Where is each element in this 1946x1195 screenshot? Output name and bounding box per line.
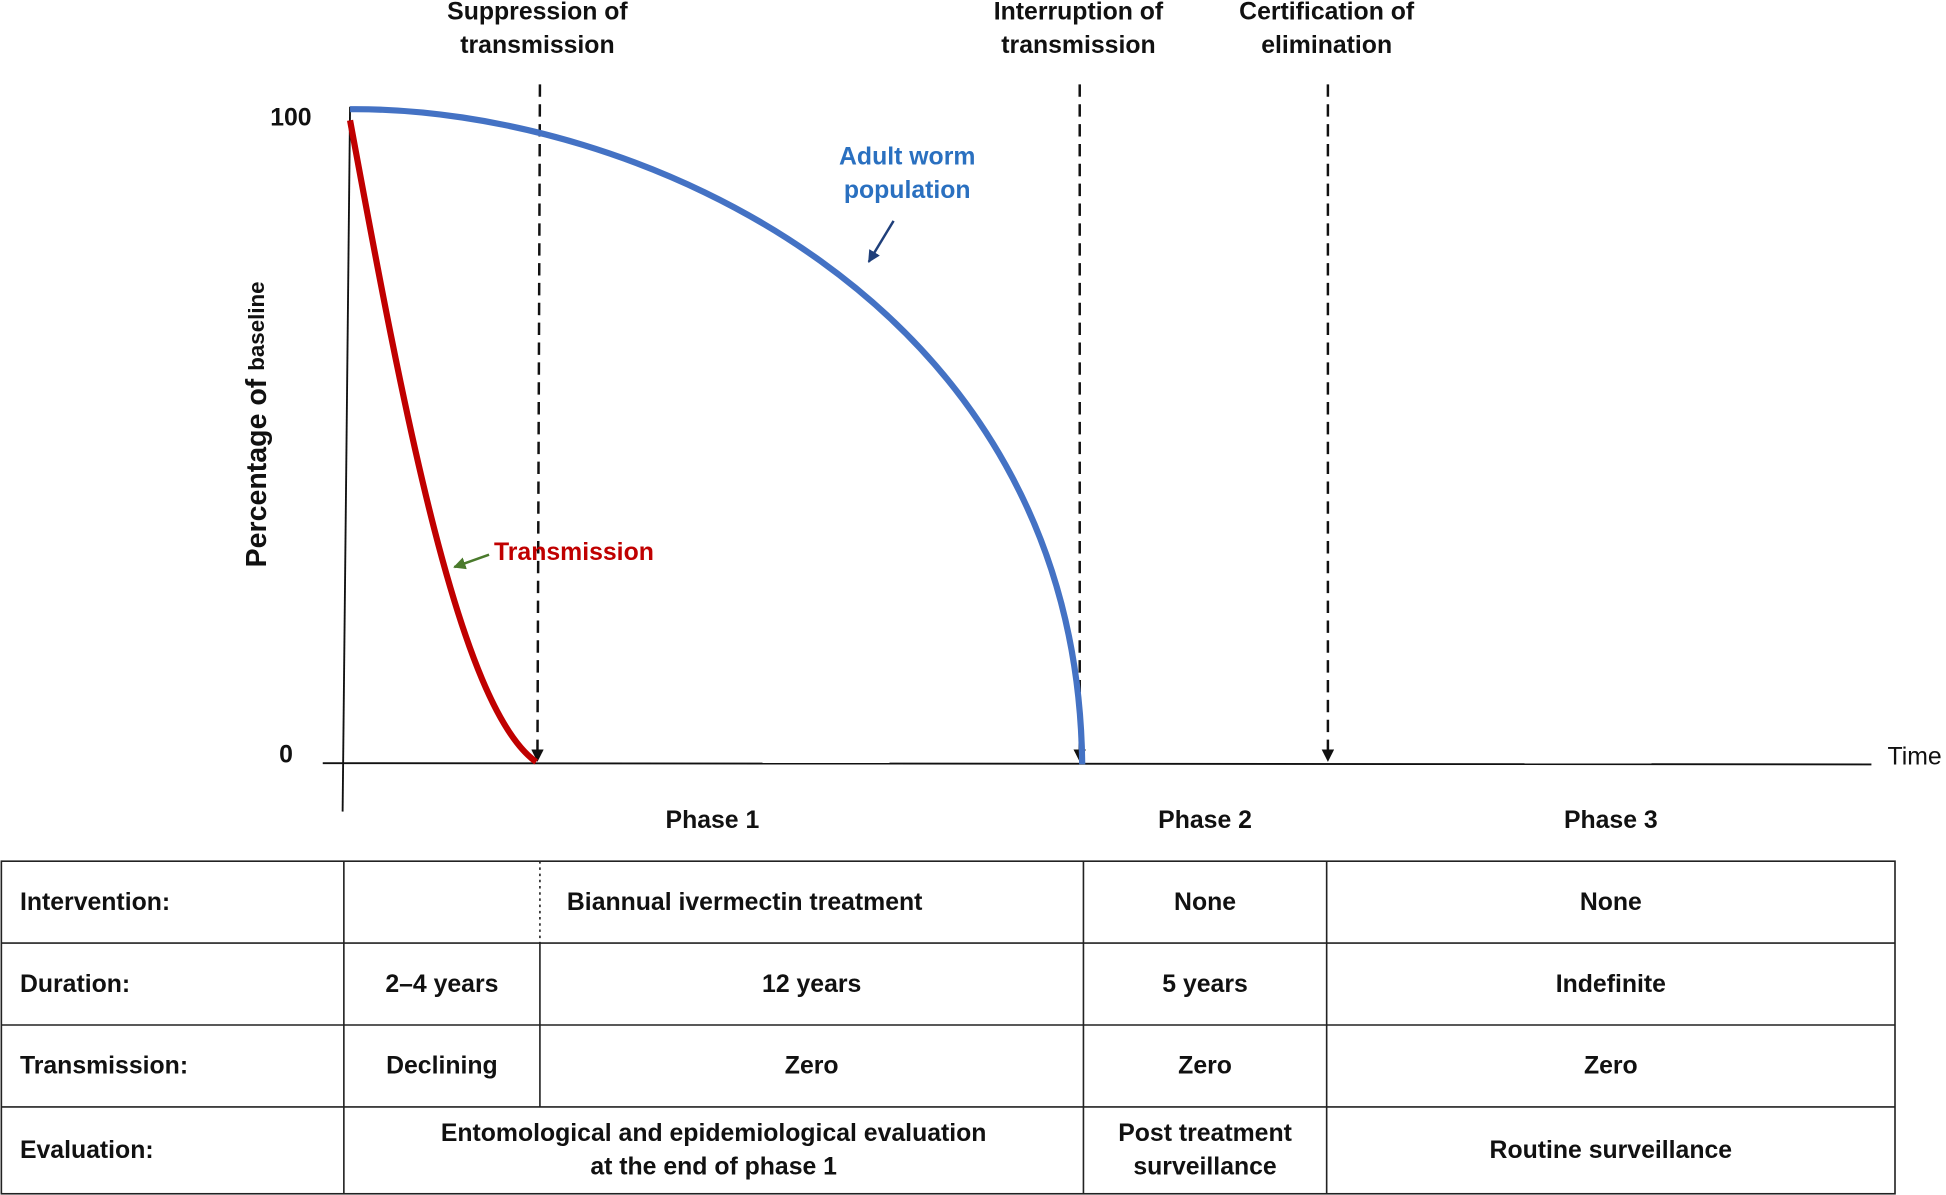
cell: 12 years	[762, 971, 861, 998]
cell-line: at the end of phase 1	[590, 1153, 837, 1180]
row-label: Transmission:	[20, 1053, 188, 1080]
label-line: transmission	[460, 31, 614, 58]
transmission-curve	[347, 119, 538, 765]
milestone-label: Suppression of transmission	[447, 0, 628, 58]
row-label: Duration:	[20, 971, 130, 998]
cell: None	[1580, 889, 1642, 916]
milestone-line	[531, 84, 544, 762]
y-axis-label: Percentage of baseline	[241, 281, 273, 567]
x-axis	[322, 762, 1872, 766]
curve-label: Adult worm population	[839, 143, 975, 204]
adult-worm-curve	[350, 106, 1086, 765]
curve-label: Transmission	[494, 539, 654, 566]
cell: Entomological and epidemiological evalua…	[441, 1120, 987, 1181]
phase-label: Phase 2	[1158, 807, 1252, 834]
cell: Zero	[785, 1053, 839, 1080]
label-line: Suppression of	[447, 0, 628, 25]
milestone-label: Certification of elimination	[1239, 0, 1415, 58]
cell: 2–4 years	[385, 971, 498, 998]
label-line: elimination	[1261, 31, 1392, 58]
row-label: Evaluation:	[20, 1137, 154, 1164]
cell-line: surveillance	[1133, 1153, 1276, 1180]
y-bottom-label: 0	[279, 741, 293, 768]
row-label: Intervention:	[20, 889, 170, 916]
cell-line: Entomological and epidemiological evalua…	[441, 1120, 987, 1147]
cell: Biannual ivermectin treatment	[567, 889, 923, 916]
cell-line: Post treatment	[1118, 1120, 1292, 1147]
label-line: Adult worm	[839, 143, 975, 170]
table-border	[0, 860, 1896, 1195]
y-axis	[341, 106, 351, 812]
label-line: population	[844, 177, 971, 204]
label-line: Interruption of	[994, 0, 1164, 25]
label-part: baseline	[244, 281, 269, 370]
label-arrow	[453, 553, 490, 570]
y-top-label: 100	[270, 105, 311, 132]
table-grid	[0, 860, 1896, 1195]
cell: Zero	[1178, 1053, 1232, 1080]
cell: Zero	[1584, 1053, 1638, 1080]
label-line: transmission	[1001, 31, 1155, 58]
milestone-label: Interruption of transmission	[994, 0, 1164, 58]
x-axis-label: Time	[1888, 744, 1942, 771]
label-line: Certification of	[1239, 0, 1415, 25]
phase-label: Phase 1	[666, 807, 760, 834]
cell: Declining	[386, 1053, 498, 1080]
cell: Indefinite	[1556, 971, 1666, 998]
cell: 5 years	[1162, 971, 1248, 998]
label-part: Percentage of	[241, 378, 273, 567]
cell: None	[1174, 889, 1236, 916]
label-arrow	[867, 220, 895, 263]
cell: Post treatment surveillance	[1118, 1120, 1292, 1181]
cell: Routine surveillance	[1490, 1137, 1733, 1164]
phase-label: Phase 3	[1564, 807, 1658, 834]
